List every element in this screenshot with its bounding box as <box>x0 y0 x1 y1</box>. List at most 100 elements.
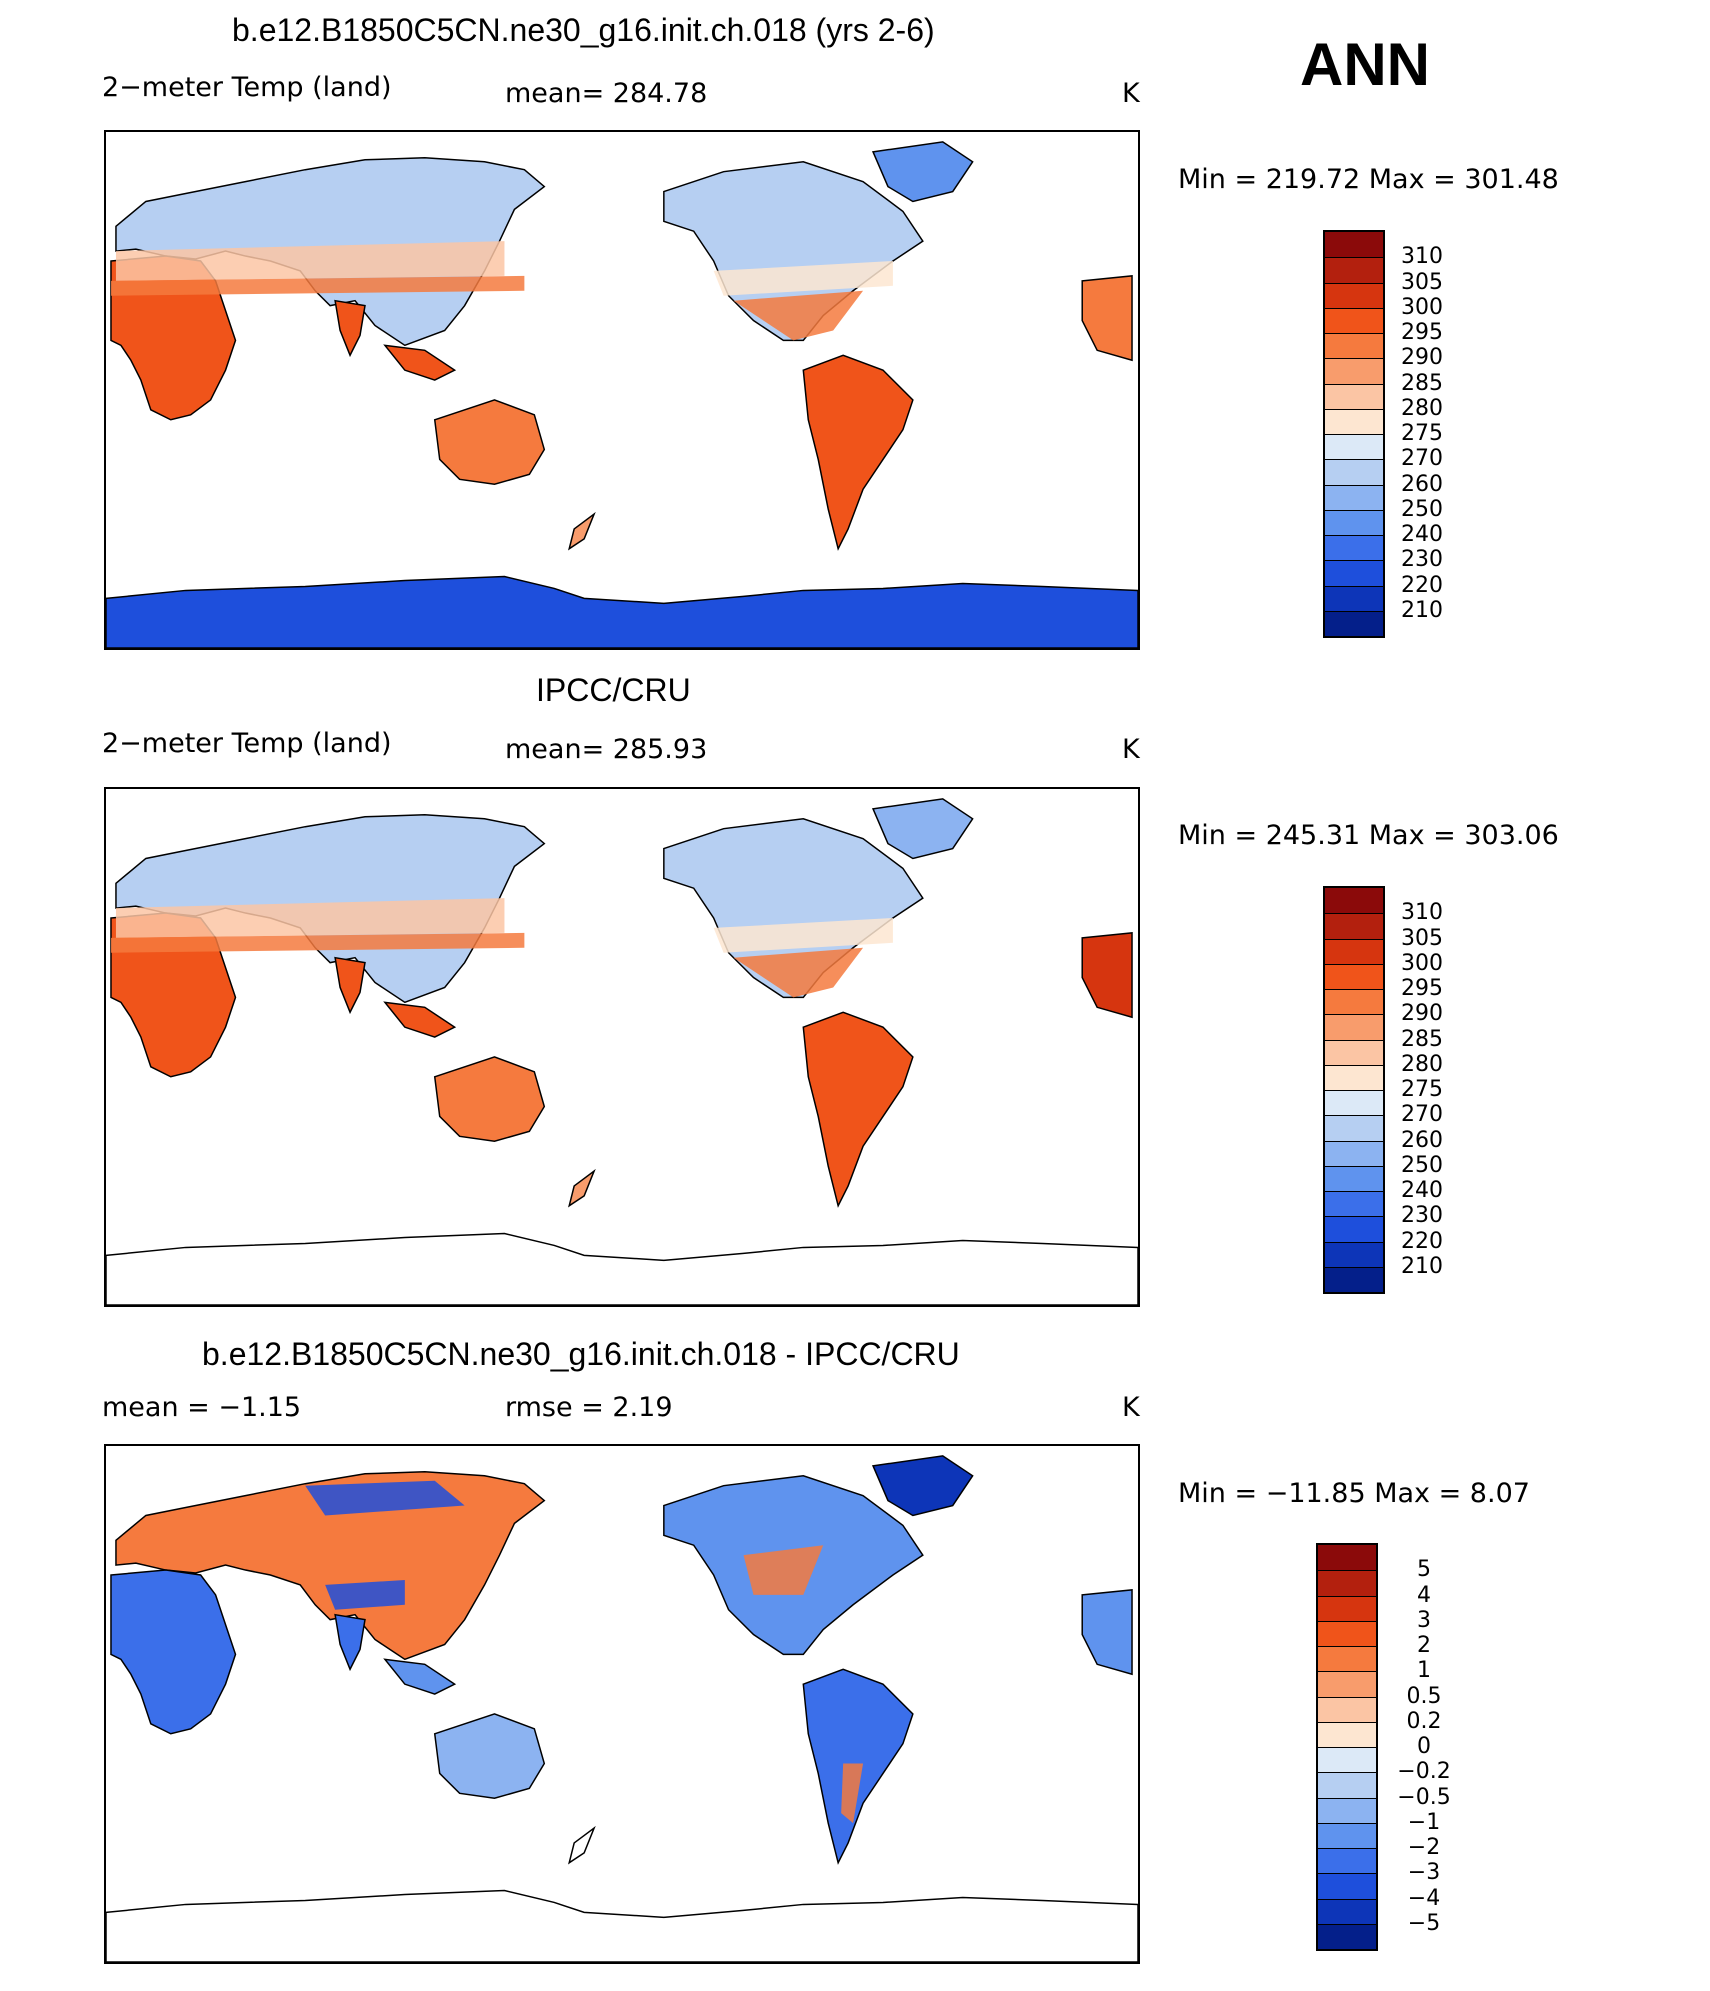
colorbar-tick-label: 220 <box>1401 1228 1443 1254</box>
landmass-nz <box>568 1825 596 1865</box>
colorbar-swatch <box>1325 307 1383 333</box>
temperature-region <box>110 275 525 296</box>
map-panel-difference <box>104 1444 1140 1964</box>
colorbar-swatch <box>1318 1898 1376 1924</box>
colorbar-swatch <box>1325 1014 1383 1040</box>
colorbar <box>1316 1543 1378 1951</box>
landmass-nz <box>568 1168 596 1208</box>
colorbar-tick-label: 210 <box>1401 597 1443 623</box>
units-label: K <box>1122 734 1140 765</box>
temperature-region <box>110 932 525 953</box>
units-label: K <box>1122 1392 1140 1423</box>
landmass-nz <box>568 511 596 551</box>
colorbar-tick-label: 260 <box>1401 1127 1443 1153</box>
units-label: K <box>1122 78 1140 109</box>
landmass-samerica <box>802 1011 914 1208</box>
landmass-antarctica <box>106 1889 1138 1962</box>
panel-title: b.e12.B1850C5CN.ne30_g16.init.ch.018 (yr… <box>232 12 935 48</box>
colorbar-swatch <box>1325 913 1383 939</box>
colorbar-swatch <box>1318 1646 1376 1672</box>
colorbar-tick-label: 290 <box>1401 345 1443 371</box>
colorbar-swatch <box>1318 1671 1376 1697</box>
colorbar-swatch <box>1318 1923 1376 1949</box>
colorbar-tick-label: 240 <box>1401 522 1443 547</box>
season-label: ANN <box>1300 31 1430 98</box>
landmass-africa <box>110 1569 237 1735</box>
colorbar-swatch <box>1325 888 1383 914</box>
colorbar-swatch <box>1325 938 1383 964</box>
colorbar-swatch <box>1318 1747 1376 1773</box>
mean-label: mean= 284.78 <box>505 78 708 109</box>
landmass-antarctica <box>106 1232 1138 1305</box>
landmass-greenland <box>871 1455 974 1517</box>
colorbar-swatch <box>1325 1090 1383 1116</box>
temperature-region <box>713 261 893 296</box>
colorbar-swatch <box>1318 1620 1376 1646</box>
colorbar-swatch <box>1318 1696 1376 1722</box>
colorbar-tick-label: 0.2 <box>1406 1708 1442 1734</box>
colorbar-tick-label: 305 <box>1401 269 1443 295</box>
colorbar-tick-label: 310 <box>1401 900 1443 926</box>
temperature-region <box>841 1763 864 1824</box>
map-canvas <box>106 141 1138 648</box>
colorbar-tick-label: 275 <box>1401 421 1443 446</box>
colorbar-swatch <box>1325 434 1383 460</box>
landmass-samerica <box>802 354 914 551</box>
colorbar-tick-label: −0.2 <box>1397 1759 1451 1785</box>
colorbar-tick-label: 310 <box>1401 244 1443 270</box>
colorbar-tick-label: −1 <box>1407 1809 1441 1835</box>
colorbar-swatch <box>1325 459 1383 485</box>
temperature-region <box>115 241 505 281</box>
temperature-region <box>733 947 864 998</box>
minmax-label: Min = 219.72 Max = 301.48 <box>1178 164 1559 195</box>
colorbar-tick-label: 0.5 <box>1406 1683 1442 1709</box>
landmass-australia <box>433 1056 546 1143</box>
landmass-australia <box>433 399 546 486</box>
colorbar-tick-label: 290 <box>1401 1001 1443 1027</box>
landmass-asia <box>115 1471 546 1661</box>
colorbar-tick-label: −0.5 <box>1397 1784 1451 1810</box>
colorbar-tick-label: 280 <box>1401 395 1443 421</box>
colorbar-swatch <box>1325 257 1383 283</box>
colorbar-tick-label: 230 <box>1401 1203 1443 1229</box>
landmass-greenland <box>871 798 974 860</box>
colorbar-swatch <box>1325 509 1383 535</box>
rmse-label: rmse = 2.19 <box>505 1392 673 1423</box>
landmass-greenland <box>871 141 974 203</box>
colorbar-swatch <box>1325 484 1383 510</box>
temperature-region <box>743 1545 824 1595</box>
panel-title: b.e12.B1850C5CN.ne30_g16.init.ch.018 - I… <box>202 1336 960 1372</box>
colorbar-tick-label: 5 <box>1417 1557 1431 1583</box>
colorbar-swatch <box>1318 1721 1376 1747</box>
landmass-seasia <box>383 1001 457 1038</box>
colorbar-tick-label: 1 <box>1417 1658 1431 1684</box>
colorbar-swatch <box>1325 585 1383 611</box>
colorbar-swatch <box>1325 610 1383 636</box>
map-panel-observed <box>104 787 1140 1307</box>
colorbar-swatch <box>1325 989 1383 1015</box>
colorbar-tick-label: 275 <box>1401 1077 1443 1102</box>
colorbar-swatch <box>1325 1165 1383 1191</box>
colorbar-swatch <box>1325 560 1383 586</box>
colorbar-swatch <box>1318 1873 1376 1899</box>
colorbar-swatch <box>1325 232 1383 258</box>
landmass-westafrica <box>1081 1589 1133 1676</box>
colorbar-swatch <box>1325 282 1383 308</box>
colorbar-swatch <box>1325 1115 1383 1141</box>
map-canvas <box>106 798 1138 1305</box>
colorbar-tick-label: 270 <box>1401 1102 1443 1128</box>
colorbar-swatch <box>1318 1822 1376 1848</box>
colorbar-swatch <box>1318 1570 1376 1596</box>
landmass-seasia <box>383 344 457 381</box>
landmass-india <box>334 956 366 1015</box>
colorbar-swatch <box>1325 1064 1383 1090</box>
colorbar <box>1323 886 1385 1294</box>
colorbar-tick-label: 220 <box>1401 572 1443 598</box>
map-panel-model <box>104 130 1140 650</box>
colorbar-tick-label: 280 <box>1401 1051 1443 1077</box>
colorbar-tick-label: 230 <box>1401 547 1443 573</box>
colorbar-tick-label: 295 <box>1401 976 1443 1001</box>
colorbar-tick-label: 3 <box>1417 1607 1431 1633</box>
map-canvas <box>106 1455 1138 1962</box>
minmax-label: Min = −11.85 Max = 8.07 <box>1178 1478 1530 1509</box>
